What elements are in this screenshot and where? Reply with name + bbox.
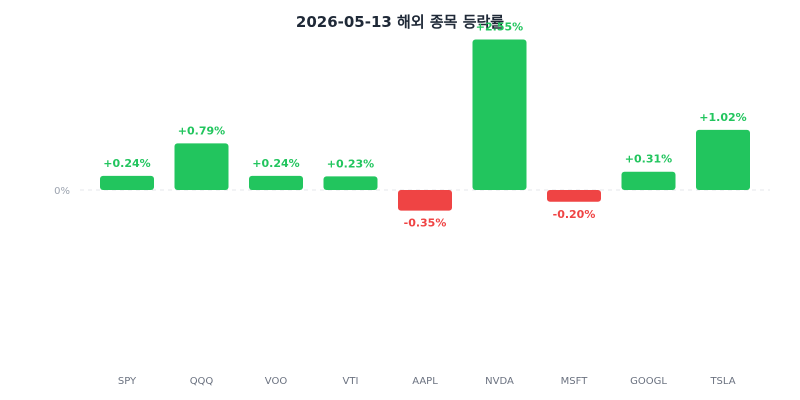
category-label-nvda: NVDA	[485, 376, 514, 387]
category-labels-group: SPY QQQ VOO VTI AAPL NVDA MSFT GOOGL TSLA	[118, 376, 736, 387]
category-label-msft: MSFT	[561, 376, 589, 387]
bar-aapl	[398, 190, 452, 211]
value-label-aapl: -0.35%	[404, 217, 447, 230]
value-label-nvda: +2.55%	[476, 21, 523, 34]
category-label-qqq: QQQ	[190, 376, 214, 387]
bar-tsla	[696, 129, 750, 190]
bar-voo	[249, 175, 303, 190]
y-tick-label-zero: 0%	[54, 186, 70, 197]
value-label-vti: +0.23%	[327, 157, 374, 170]
bar-msft	[547, 190, 601, 202]
bars-group	[100, 39, 750, 211]
value-label-spy: +0.24%	[103, 157, 150, 170]
value-label-tsla: +1.02%	[699, 111, 746, 124]
category-label-googl: GOOGL	[630, 376, 667, 387]
category-label-spy: SPY	[118, 376, 137, 387]
category-label-aapl: AAPL	[412, 376, 438, 387]
bar-spy	[100, 175, 154, 190]
bar-qqq	[174, 143, 229, 190]
bar-vti	[323, 176, 378, 190]
category-label-tsla: TSLA	[709, 376, 735, 387]
value-labels-group: +0.24% +0.79% +0.24% +0.23% -0.35% +2.55% -0.2…	[103, 21, 746, 230]
bar-nvda	[472, 39, 527, 190]
bar-googl	[621, 171, 676, 190]
value-label-qqq: +0.79%	[178, 124, 225, 137]
category-label-voo: VOO	[265, 376, 288, 387]
value-label-msft: -0.20%	[553, 208, 596, 221]
value-label-googl: +0.31%	[625, 153, 672, 166]
value-label-voo: +0.24%	[252, 157, 299, 170]
chart-title: 2026-05-13 해외 종목 등락률	[296, 13, 504, 31]
category-label-vti: VTI	[343, 376, 359, 387]
